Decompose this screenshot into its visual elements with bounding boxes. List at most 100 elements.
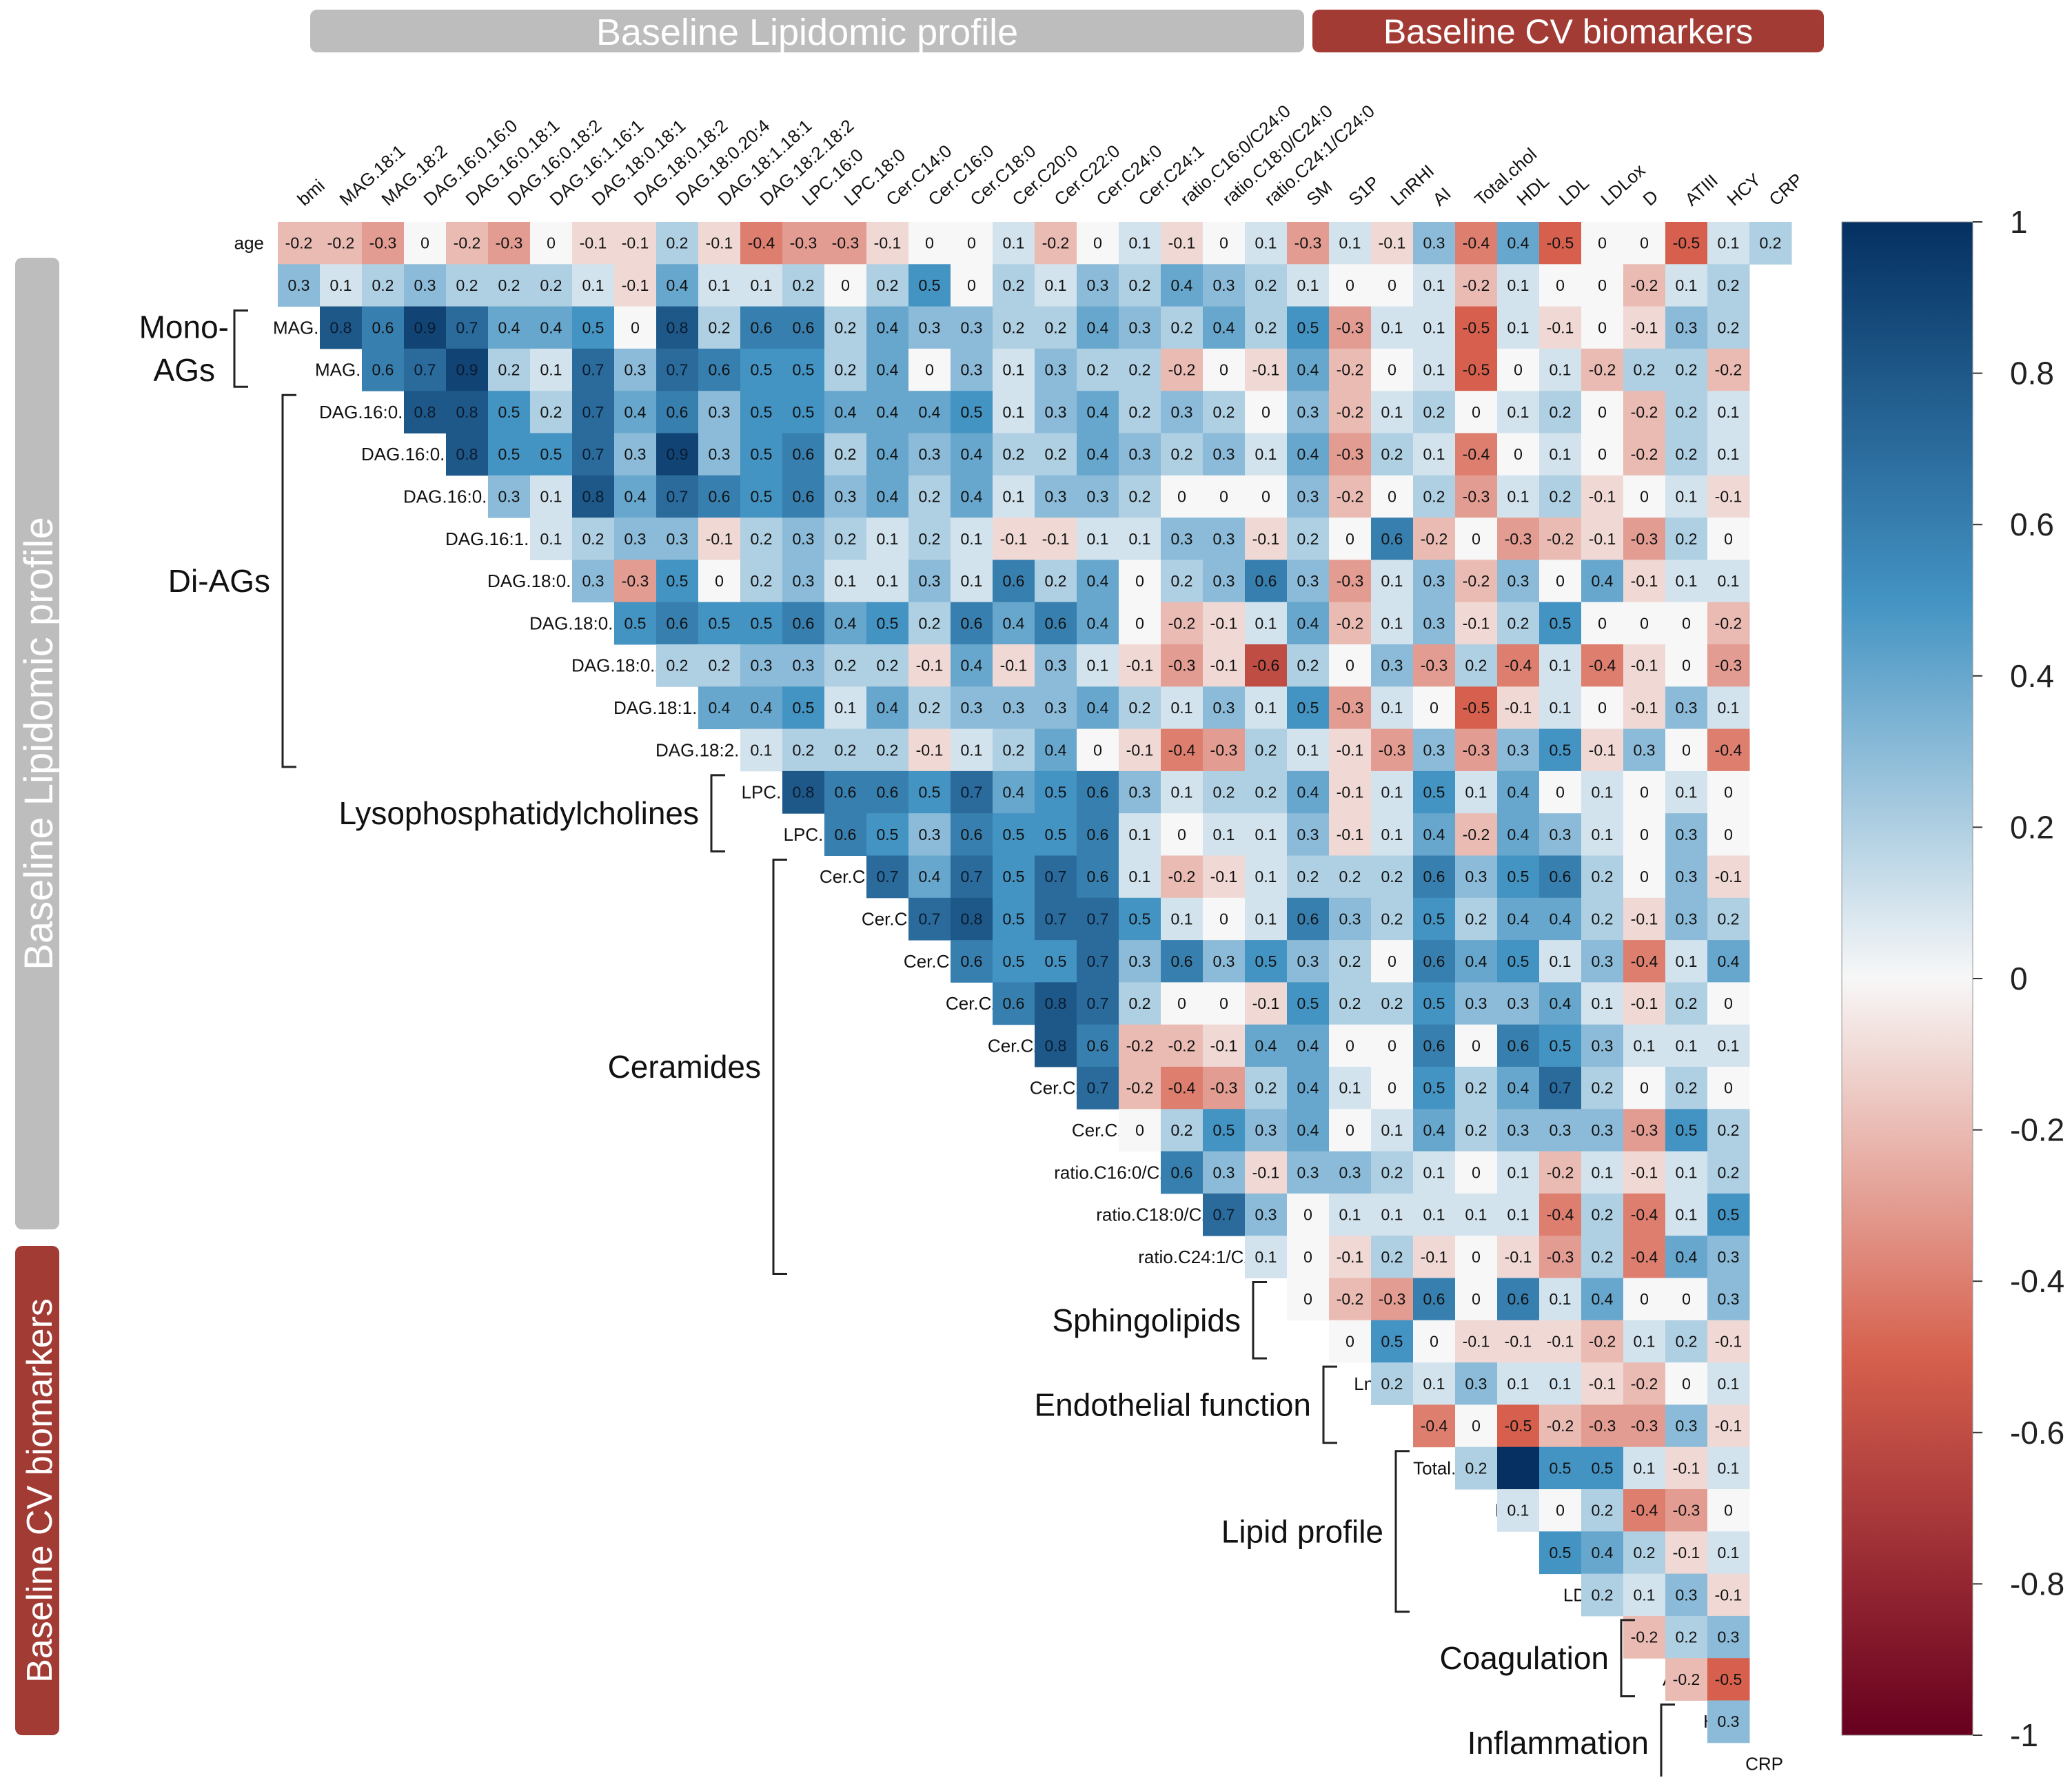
cell-value-label: 0.3: [1465, 994, 1487, 1012]
heatmap-cell: [1371, 897, 1414, 941]
heatmap-cell: [1161, 813, 1203, 856]
cell-value-label: 0.4: [1297, 445, 1319, 463]
group-bracket: [281, 393, 296, 768]
cell-value-label: -0.1: [1631, 910, 1658, 928]
heatmap-cell: [614, 602, 657, 645]
heatmap-cell: [1665, 1404, 1708, 1448]
heatmap-cell: [908, 518, 951, 560]
heatmap-cell: [824, 644, 867, 687]
heatmap-cell: [824, 348, 867, 391]
cell-value-label: 0.5: [1507, 868, 1530, 886]
cell-value-label: 0.1: [751, 276, 773, 294]
heatmap-cell: [488, 264, 531, 307]
cell-value-label: 0.1: [1255, 868, 1277, 886]
cell-value-label: -0.2: [1715, 614, 1743, 632]
heatmap-cell: [1329, 728, 1372, 772]
colorbar-tick-label: -0.2: [2010, 1112, 2064, 1148]
cell-value-label: -0.3: [1379, 1290, 1406, 1308]
heatmap-cell: [782, 728, 825, 772]
cell-value-label: 0.1: [1465, 784, 1487, 801]
cell-value-label: -0.3: [369, 234, 397, 252]
heatmap-cell: [1539, 391, 1582, 433]
heatmap-cell: [1581, 1024, 1624, 1067]
heatmap-cell: [1539, 644, 1582, 687]
cell-value-label: 0: [1724, 784, 1733, 801]
cell-value-label: 0.4: [1297, 614, 1319, 632]
heatmap-cell: [1497, 560, 1540, 603]
heatmap-cell: [1203, 897, 1246, 941]
heatmap-cell: [1371, 306, 1414, 349]
cell-value-label: 0.6: [709, 361, 731, 379]
heatmap-cell: [1413, 1024, 1456, 1067]
heatmap-cell: [1035, 602, 1077, 645]
cell-value-label: 0.7: [414, 361, 436, 379]
cell-value-label: 0.6: [1297, 910, 1319, 928]
heatmap-cell: [698, 560, 741, 603]
cell-value-label: 0: [1345, 530, 1354, 548]
column-label: D: [1638, 186, 1662, 210]
cell-value-label: 0: [1093, 234, 1102, 252]
cell-value-label: 0.5: [1550, 741, 1572, 759]
cell-value-label: 0.3: [1676, 1417, 1698, 1435]
colorbar-tick-label: -1: [2010, 1717, 2038, 1753]
heatmap-cell: [1413, 813, 1456, 856]
cell-value-label: 0.1: [1213, 826, 1235, 843]
heatmap-cell: [782, 770, 825, 814]
heatmap-cell: [908, 264, 951, 307]
heatmap-cell: [1119, 686, 1161, 730]
cell-value-label: 0.3: [1003, 699, 1025, 717]
heatmap-cell: [1497, 475, 1540, 518]
heatmap-cell: [1203, 686, 1246, 730]
cell-value-label: 0.4: [540, 318, 562, 336]
cell-value-label: -0.1: [1547, 318, 1574, 336]
heatmap-cell: [782, 560, 825, 603]
heatmap-cell: [993, 433, 1035, 476]
heatmap-cell: [993, 475, 1035, 518]
cell-value-label: 0.4: [1297, 1036, 1319, 1054]
column-label: SM: [1302, 176, 1336, 209]
heatmap-cell: [1539, 1024, 1582, 1067]
cell-value-label: 0: [1177, 487, 1186, 505]
heatmap-cell: [1245, 306, 1288, 349]
heatmap-cell: [1161, 897, 1203, 941]
cell-value-label: -0.4: [1547, 1206, 1574, 1224]
cell-value-label: -0.1: [1210, 614, 1238, 632]
heatmap-cell: [1077, 1067, 1119, 1109]
heatmap-cell: [740, 391, 783, 433]
cell-value-label: -0.1: [580, 234, 607, 252]
heatmap-cell: [1287, 264, 1330, 307]
heatmap-cell: [1539, 855, 1582, 899]
heatmap-cell: [951, 222, 993, 265]
heatmap-cell: [1329, 306, 1372, 349]
cell-value-label: 0: [1724, 1079, 1733, 1097]
heatmap-cell: [993, 940, 1035, 983]
group-bracket: [1322, 1365, 1337, 1444]
cell-value-label: 0.4: [1297, 784, 1319, 801]
heatmap-cell: [740, 222, 783, 265]
cell-value-label: 0.1: [1045, 276, 1067, 294]
heatmap-cell: [1455, 940, 1498, 983]
cell-value-label: -0.2: [1337, 1290, 1364, 1308]
cell-value-label: 0: [1388, 952, 1396, 970]
heatmap-cell: [1287, 560, 1330, 603]
cell-value-label: 0.1: [1676, 572, 1698, 590]
colorbar-tick-label: 0: [2010, 961, 2028, 996]
cell-value-label: -0.2: [1631, 445, 1658, 463]
heatmap-cell: [1161, 855, 1203, 899]
group-bracket: [772, 859, 787, 1275]
left-header-cv-bar: [15, 1246, 59, 1735]
cell-value-label: 0.2: [1087, 361, 1109, 379]
cell-value-label: -0.2: [1547, 530, 1574, 548]
heatmap-cell: [1707, 348, 1750, 391]
heatmap-cell: [572, 518, 615, 560]
heatmap-cell: [656, 391, 699, 433]
heatmap-cell: [404, 222, 447, 265]
cell-value-label: -0.1: [1673, 1544, 1700, 1562]
cell-value-label: 0.2: [1003, 276, 1025, 294]
heatmap-cell: [1077, 602, 1119, 645]
heatmap-cell: [1623, 1573, 1666, 1617]
heatmap-cell: [1581, 728, 1624, 772]
heatmap-cell: [1539, 1446, 1582, 1490]
cell-value-label: 0.4: [961, 657, 983, 675]
cell-value-label: 0: [1219, 361, 1228, 379]
